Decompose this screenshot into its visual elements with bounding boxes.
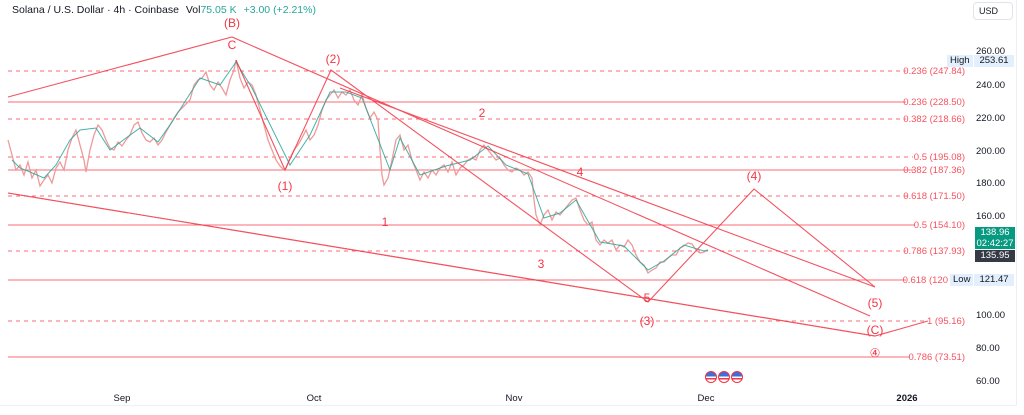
svg-text:0.618 (120: 0.618 (120 [903,275,948,286]
svg-text:(B): (B) [224,16,240,30]
svg-text:1 (95.16): 1 (95.16) [927,316,965,327]
svg-text:0.618 (171.50): 0.618 (171.50) [903,191,965,202]
svg-text:240.00: 240.00 [976,80,1005,91]
volume-value: 75.05 K [200,4,237,16]
svg-text:④: ④ [870,346,881,360]
us-flag-icon[interactable] [705,371,717,383]
symbol-title[interactable]: Solana / U.S. Dollar · 4h · Coinbase [12,4,179,16]
svg-text:220.00: 220.00 [976,113,1005,124]
wave-drawings[interactable] [7,36,929,337]
svg-text:4: 4 [577,165,584,179]
bar-countdown: 02:42:27 [976,238,1014,249]
svg-text:80.00: 80.00 [976,343,1000,354]
svg-text:(3): (3) [640,314,655,328]
svg-text:0.786 (73.51): 0.786 (73.51) [908,352,965,363]
low-label: Low [950,274,974,286]
wave-impulse-line [235,59,876,303]
svg-text:(5): (5) [868,296,883,310]
economic-events[interactable] [705,371,744,383]
wave-c-line [7,192,929,337]
wave-labels: (B) C (2) (1) 2 4 1 3 5 (3) (4) (5) (C) … [224,16,883,360]
price-chart[interactable]: 0.236 (247.84) 0.236 (228.50) 0.382 (218… [0,0,1017,405]
svg-text:0.236 (247.84): 0.236 (247.84) [903,66,965,77]
high-label: High [947,55,973,67]
svg-text:Dec: Dec [698,393,715,404]
wave-abc-line [7,36,871,317]
last-price: 138.96 [980,227,1010,238]
svg-text:260.00: 260.00 [976,46,1005,57]
svg-text:2: 2 [479,106,486,120]
time-scale-border [0,405,1017,406]
svg-text:60.00: 60.00 [976,376,1000,387]
svg-text:Sep: Sep [114,393,131,404]
svg-text:100.00: 100.00 [976,310,1005,321]
svg-text:(1): (1) [278,179,293,193]
svg-text:0.5 (154.10): 0.5 (154.10) [914,220,965,231]
x-axis[interactable]: Sep Oct Nov Dec 2026 [114,393,918,404]
svg-text:Nov: Nov [506,393,523,404]
svg-text:0.5 (195.08): 0.5 (195.08) [914,152,965,163]
price-scale-border [1016,0,1017,405]
svg-text:Oct: Oct [307,393,322,404]
svg-text:5: 5 [644,291,651,305]
high-value: 253.61 [974,55,1014,67]
svg-text:(2): (2) [326,52,341,66]
svg-text:1: 1 [382,215,389,229]
volume-label: Vol [185,4,201,16]
svg-text:0.382 (187.36): 0.382 (187.36) [903,165,965,176]
low-value: 121.47 [974,274,1014,286]
svg-text:3: 3 [538,257,545,271]
candles [7,59,709,274]
us-flag-icon[interactable] [731,371,743,383]
y-axis[interactable]: 260.00 240.00 220.00 200.00 180.00 160.0… [976,46,1005,387]
symbol-header: Solana / U.S. Dollar · 4h · Coinbase Vol… [12,4,316,16]
svg-text:160.00: 160.00 [976,211,1005,222]
svg-text:200.00: 200.00 [976,146,1005,157]
svg-text:180.00: 180.00 [976,178,1005,189]
fib-labels: 0.236 (247.84) 0.236 (228.50) 0.382 (218… [903,66,965,363]
svg-text:(C): (C) [867,323,884,337]
svg-text:0.236 (228.50): 0.236 (228.50) [903,97,965,108]
us-flag-icon[interactable] [718,371,730,383]
svg-text:0.382 (218.66): 0.382 (218.66) [903,114,965,125]
currency-button[interactable]: USD [973,2,1013,20]
channel-upper [339,87,876,288]
svg-text:C: C [228,38,237,52]
svg-text:0.786 (137.93): 0.786 (137.93) [903,246,965,257]
svg-text:(4): (4) [747,169,762,183]
prev-close-tag: 135.95 [975,250,1015,262]
fib-levels [8,70,928,358]
price-change: +3.00 (+2.21%) [243,4,316,16]
last-price-tag: 138.96 02:42:27 [975,227,1015,249]
svg-text:2026: 2026 [896,393,917,404]
